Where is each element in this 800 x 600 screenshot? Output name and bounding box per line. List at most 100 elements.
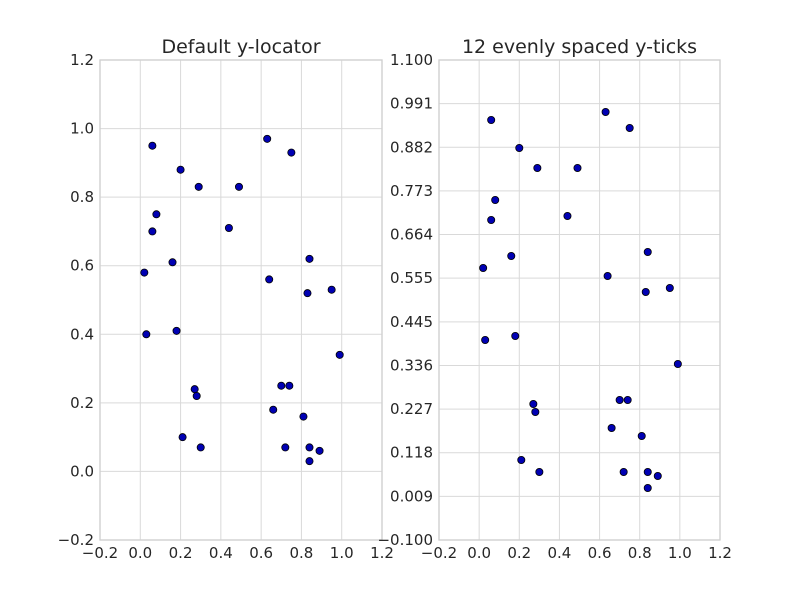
- left-scatter-point: [194, 182, 203, 191]
- left-scatter-point: [168, 258, 177, 267]
- left-panel: Default y-locator −0.2 0.0 0.2 0.4 0.6 0.8 1.0…: [58, 36, 394, 562]
- left-y-tick-label: 0.0: [70, 462, 94, 480]
- right-scatter-point: [601, 108, 610, 117]
- left-scatter-point: [305, 443, 314, 452]
- left-scatter-point: [303, 289, 312, 298]
- right-panel: 12 evenly spaced y-ticks −0.2 0.0 0.2 0.4 0.…: [377, 36, 731, 562]
- right-scatter-point: [603, 271, 612, 280]
- right-scatter-point: [491, 195, 500, 204]
- right-scatter-point: [487, 116, 496, 125]
- right-y-tick-label: 0.336: [390, 356, 433, 374]
- left-x-tick-label: 1.0: [330, 544, 354, 562]
- right-y-tick-label: −0.100: [377, 531, 433, 549]
- right-scatter-point: [529, 399, 538, 408]
- right-scatter-point: [481, 335, 490, 344]
- right-scatter-point: [623, 395, 632, 404]
- left-scatter-point: [263, 134, 272, 143]
- right-y-tick-label: 0.664: [390, 226, 433, 244]
- left-scatter-point: [335, 350, 344, 359]
- right-x-tick-label: −0.2: [421, 544, 457, 562]
- right-y-tick-label: 0.009: [390, 487, 433, 505]
- left-scatter-point: [190, 385, 199, 394]
- left-scatter-point: [269, 405, 278, 414]
- left-x-tick-label: 0.8: [289, 544, 313, 562]
- right-x-tick-label: 0.0: [467, 544, 491, 562]
- left-y-tick-label: 0.8: [70, 188, 94, 206]
- left-y-tick-label: −0.2: [58, 531, 94, 549]
- right-scatter-point: [573, 163, 582, 172]
- right-scatter-point: [619, 467, 628, 476]
- left-plot-border: [99, 59, 383, 541]
- right-scatter-point: [487, 215, 496, 224]
- left-scatter-point: [327, 285, 336, 294]
- left-x-tick-label: 0.6: [249, 544, 273, 562]
- right-scatter-point: [625, 124, 634, 133]
- left-scatter-point: [172, 326, 181, 335]
- left-scatter-point: [277, 381, 286, 390]
- left-scatter-point: [196, 443, 205, 452]
- right-scatter-point: [535, 467, 544, 476]
- right-scatter-point: [531, 407, 540, 416]
- right-x-tick-label: 0.4: [547, 544, 571, 562]
- left-y-tick-label: 0.6: [70, 257, 94, 275]
- right-scatter-point: [563, 211, 572, 220]
- right-y-tick-label: 0.118: [390, 444, 433, 462]
- left-scatter-point: [299, 412, 308, 421]
- left-scatter-point: [142, 330, 151, 339]
- left-y-tick-label: 0.4: [70, 325, 94, 343]
- right-x-tick-label: 0.6: [588, 544, 612, 562]
- right-y-tick-label: 0.445: [390, 313, 433, 331]
- left-scatter-point: [305, 457, 314, 466]
- right-scatter-point: [511, 331, 520, 340]
- left-scatter-point: [287, 148, 296, 157]
- left-x-tick-label: 0.0: [128, 544, 152, 562]
- left-x-tick-label: 1.2: [370, 544, 394, 562]
- right-scatter-point: [517, 455, 526, 464]
- right-scatter-point: [479, 263, 488, 272]
- left-scatter-point: [315, 446, 324, 455]
- left-scatter-point: [281, 443, 290, 452]
- left-y-tick-label: 1.2: [70, 51, 94, 69]
- right-y-tick-label: 0.773: [390, 182, 433, 200]
- left-scatter-point: [178, 433, 187, 442]
- right-scatter-point: [507, 251, 516, 260]
- left-scatter-point: [265, 275, 274, 284]
- left-panel-title: Default y-locator: [161, 36, 320, 58]
- right-x-tick-label: 0.8: [628, 544, 652, 562]
- left-x-tick-label: 0.4: [209, 544, 233, 562]
- left-scatter-point: [192, 391, 201, 400]
- left-scatter-point: [140, 268, 149, 277]
- right-scatter-point: [515, 143, 524, 152]
- right-y-tick-label: 0.555: [390, 269, 433, 287]
- left-scatter-point: [152, 210, 161, 219]
- right-y-tick-label: 0.991: [390, 95, 433, 113]
- right-scatter-point: [673, 359, 682, 368]
- right-x-tick-label: 1.0: [668, 544, 692, 562]
- left-y-tick-label: 0.2: [70, 394, 94, 412]
- right-panel-title: 12 evenly spaced y-ticks: [462, 36, 697, 58]
- right-scatter-point: [641, 287, 650, 296]
- right-scatter-point: [643, 483, 652, 492]
- left-y-tick-label: 1.0: [70, 120, 94, 138]
- right-scatter-point: [615, 395, 624, 404]
- right-x-tick-label: 1.2: [708, 544, 732, 562]
- right-plot-border: [438, 59, 721, 541]
- left-plot-frame: [99, 59, 383, 541]
- left-scatter-point: [234, 182, 243, 191]
- right-x-tick-label: 0.2: [507, 544, 531, 562]
- left-scatter-point: [176, 165, 185, 174]
- left-scatter-point: [285, 381, 294, 390]
- right-scatter-point: [637, 431, 646, 440]
- right-plot-frame: [438, 59, 721, 541]
- right-scatter-point: [643, 247, 652, 256]
- left-scatter-point: [224, 223, 233, 232]
- right-y-tick-label: 0.227: [390, 400, 433, 418]
- right-y-tick-label: 1.100: [390, 51, 433, 69]
- right-scatter-point: [533, 163, 542, 172]
- left-x-tick-label: −0.2: [82, 544, 118, 562]
- left-scatter-point: [305, 254, 314, 263]
- left-x-tick-label: 0.2: [169, 544, 193, 562]
- right-scatter-point: [665, 283, 674, 292]
- right-y-tick-label: 0.882: [390, 138, 433, 156]
